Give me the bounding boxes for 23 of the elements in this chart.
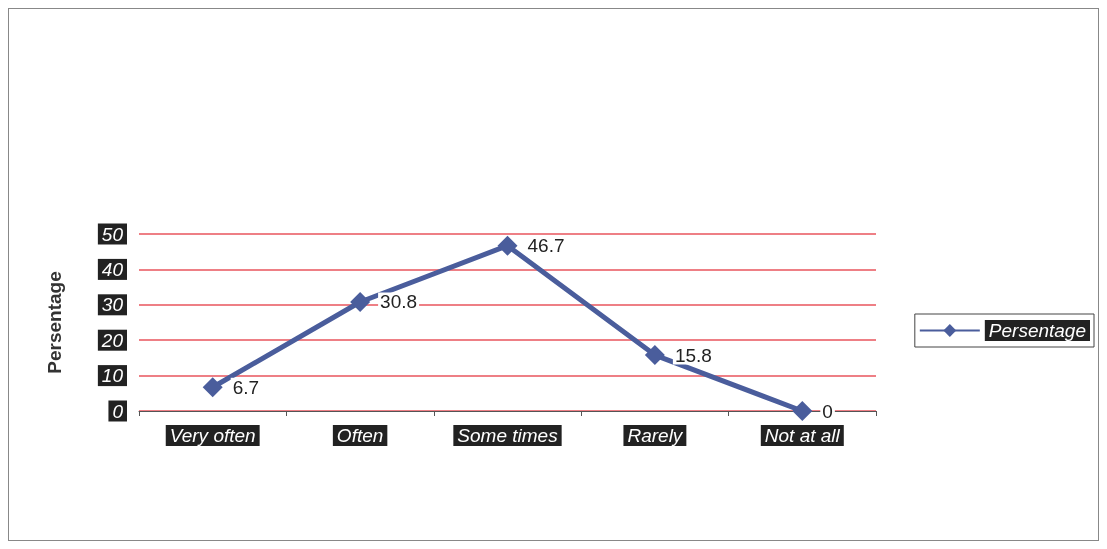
x-tick-label: Often bbox=[336, 425, 384, 446]
y-axis-title: Persentage bbox=[44, 271, 65, 374]
point bbox=[497, 235, 518, 256]
x-tick-label: Very often bbox=[169, 425, 256, 446]
point bbox=[202, 377, 223, 398]
data-label: 6.7 bbox=[232, 376, 260, 398]
x-tick-label: Some times bbox=[457, 425, 559, 446]
data-label: 15.8 bbox=[674, 344, 712, 366]
y-tick-label: 0 bbox=[112, 400, 124, 422]
y-tick-label: 50 bbox=[101, 223, 124, 245]
x-tick-label: Rarely bbox=[627, 425, 684, 446]
data-label: 0 bbox=[822, 400, 833, 422]
x-tick-label: Not at all bbox=[764, 425, 841, 446]
y-tick-label: 10 bbox=[101, 365, 124, 387]
data-label: 30.8 bbox=[380, 291, 418, 313]
data-label: 46.7 bbox=[527, 235, 565, 257]
y-tick-label: 30 bbox=[101, 294, 124, 316]
y-tick-label: 40 bbox=[101, 258, 124, 280]
y-tick-label: 20 bbox=[100, 329, 124, 351]
point bbox=[350, 291, 371, 312]
point bbox=[792, 401, 813, 421]
legend-label: Persentage bbox=[988, 320, 1087, 341]
point bbox=[644, 345, 665, 366]
